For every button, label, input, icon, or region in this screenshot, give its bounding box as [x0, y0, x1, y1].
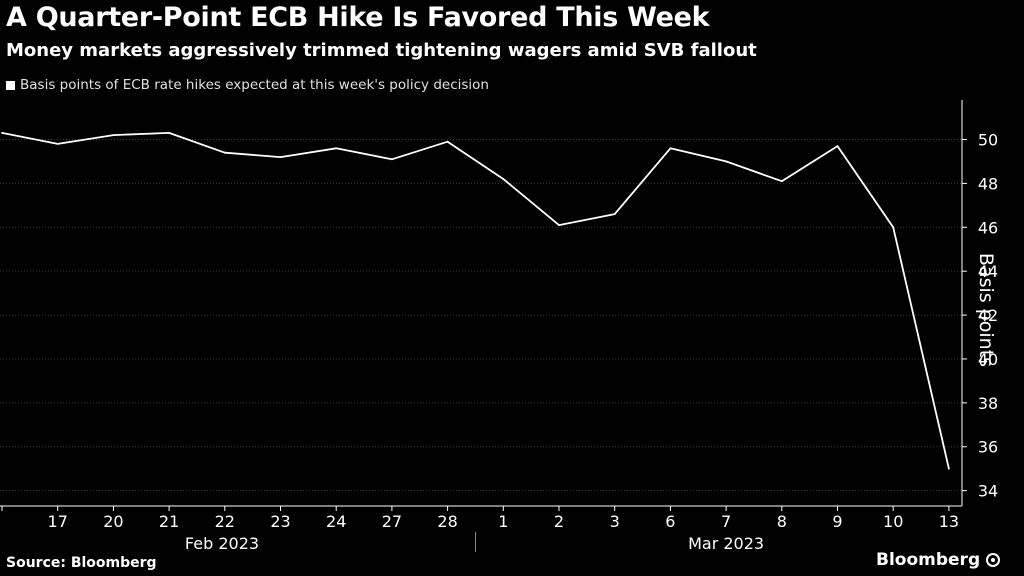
x-tick-label: 20 — [103, 512, 123, 531]
y-tick-label: 36 — [978, 438, 998, 457]
x-tick-label: 13 — [939, 512, 959, 531]
series-line — [1, 131, 950, 469]
data-point — [112, 134, 115, 137]
x-tick-label: 1 — [498, 512, 508, 531]
y-tick-label: 48 — [978, 174, 998, 193]
y-tick-label: 44 — [978, 262, 998, 281]
x-tick-label: 2 — [554, 512, 564, 531]
chart-title: A Quarter-Point ECB Hike Is Favored This… — [6, 2, 710, 33]
y-tick-label: 34 — [978, 482, 998, 501]
x-tick-label: 21 — [159, 512, 179, 531]
data-point — [836, 145, 839, 147]
bloomberg-logo: Bloomberg — [876, 550, 1001, 570]
data-point — [223, 151, 226, 154]
data-point — [1, 132, 3, 134]
month-label-mar: Mar 2023 — [688, 534, 764, 553]
x-tick-label: 7 — [721, 512, 731, 531]
x-tick-label: 8 — [777, 512, 787, 531]
data-point — [446, 140, 449, 143]
chart-subtitle: Money markets aggressively trimmed tight… — [6, 40, 757, 61]
data-point — [335, 147, 338, 150]
x-tick-label: 24 — [326, 512, 346, 531]
x-tick-label: 3 — [610, 512, 620, 531]
data-point — [780, 180, 783, 183]
x-tick-label: 10 — [883, 512, 903, 531]
source-note: Source: Bloomberg — [6, 555, 157, 571]
month-label-feb: Feb 2023 — [185, 534, 259, 553]
data-point — [168, 132, 171, 134]
x-tick-label: 9 — [832, 512, 842, 531]
data-point — [391, 158, 393, 161]
data-point — [669, 147, 672, 150]
bloomberg-mark-icon — [986, 553, 1001, 567]
x-tick-label: 6 — [665, 512, 675, 531]
data-point — [56, 142, 59, 145]
y-tick-label: 42 — [978, 306, 998, 325]
legend-swatch — [6, 80, 15, 90]
y-tick-label: 50 — [978, 131, 998, 150]
y-tick-label: 38 — [978, 394, 998, 413]
x-tick-label: 27 — [382, 512, 402, 531]
y-tick-label: 40 — [978, 350, 998, 369]
series — [1, 131, 950, 470]
data-point — [725, 160, 727, 163]
brand-text: Bloomberg — [876, 550, 981, 570]
data-point — [279, 156, 282, 158]
x-tick-label: 23 — [270, 512, 290, 531]
data-point — [948, 467, 950, 470]
x-tick-label: 28 — [437, 512, 457, 531]
data-point — [558, 224, 560, 226]
data-point — [502, 178, 505, 180]
legend: Basis points of ECB rate hikes expected … — [6, 77, 489, 93]
data-point — [892, 226, 895, 229]
gridlines — [0, 139, 962, 492]
x-tick-label: 22 — [215, 512, 235, 531]
y-tick-label: 46 — [978, 218, 998, 237]
data-point — [613, 213, 616, 216]
y-axis-title: Basis points — [975, 252, 997, 368]
legend-label: Basis points of ECB rate hikes expected … — [20, 77, 489, 93]
x-tick-label: 17 — [48, 512, 68, 531]
